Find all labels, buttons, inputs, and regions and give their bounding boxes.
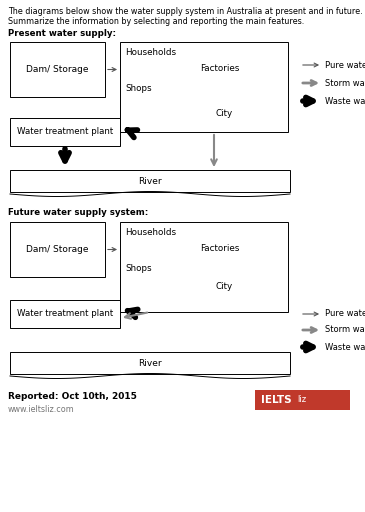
Text: Waste water: Waste water — [325, 343, 365, 352]
Text: Shops: Shops — [125, 84, 151, 93]
Text: City: City — [215, 109, 232, 118]
Text: Pure water: Pure water — [325, 309, 365, 318]
Bar — [255, 390, 350, 410]
Text: Future water supply system:: Future water supply system: — [8, 208, 148, 217]
Text: Factories: Factories — [200, 64, 239, 73]
Text: Present water supply:: Present water supply: — [8, 29, 116, 38]
Bar — [120, 222, 288, 312]
Text: Storm water: Storm water — [325, 326, 365, 334]
Text: IELTS: IELTS — [261, 395, 295, 405]
Text: Storm water: Storm water — [325, 78, 365, 88]
Text: Water treatment plant: Water treatment plant — [17, 127, 113, 137]
Text: Households: Households — [125, 228, 176, 237]
Bar — [10, 300, 120, 328]
Bar — [10, 118, 120, 146]
Text: The diagrams below show the water supply system in Australia at present and in f: The diagrams below show the water supply… — [8, 7, 362, 16]
Text: Dam/ Storage: Dam/ Storage — [26, 245, 89, 254]
Bar — [120, 42, 288, 132]
Text: Reported: Oct 10th, 2015: Reported: Oct 10th, 2015 — [8, 392, 137, 401]
Text: Pure water: Pure water — [325, 60, 365, 70]
Text: Factories: Factories — [200, 244, 239, 253]
Text: www.ieltsliz.com: www.ieltsliz.com — [8, 405, 75, 414]
Text: Households: Households — [125, 48, 176, 57]
Text: Shops: Shops — [125, 264, 151, 273]
Text: Waste water: Waste water — [325, 96, 365, 105]
Text: Water treatment plant: Water treatment plant — [17, 309, 113, 318]
Text: Summarize the information by selecting and reporting the main features.: Summarize the information by selecting a… — [8, 17, 304, 26]
Text: liz: liz — [297, 395, 306, 404]
Bar — [10, 42, 105, 97]
Bar — [10, 352, 290, 374]
Text: River: River — [138, 177, 162, 185]
Text: City: City — [215, 282, 232, 291]
Text: Dam/ Storage: Dam/ Storage — [26, 65, 89, 74]
Text: River: River — [138, 358, 162, 368]
Bar — [10, 222, 105, 277]
Bar — [10, 170, 290, 192]
